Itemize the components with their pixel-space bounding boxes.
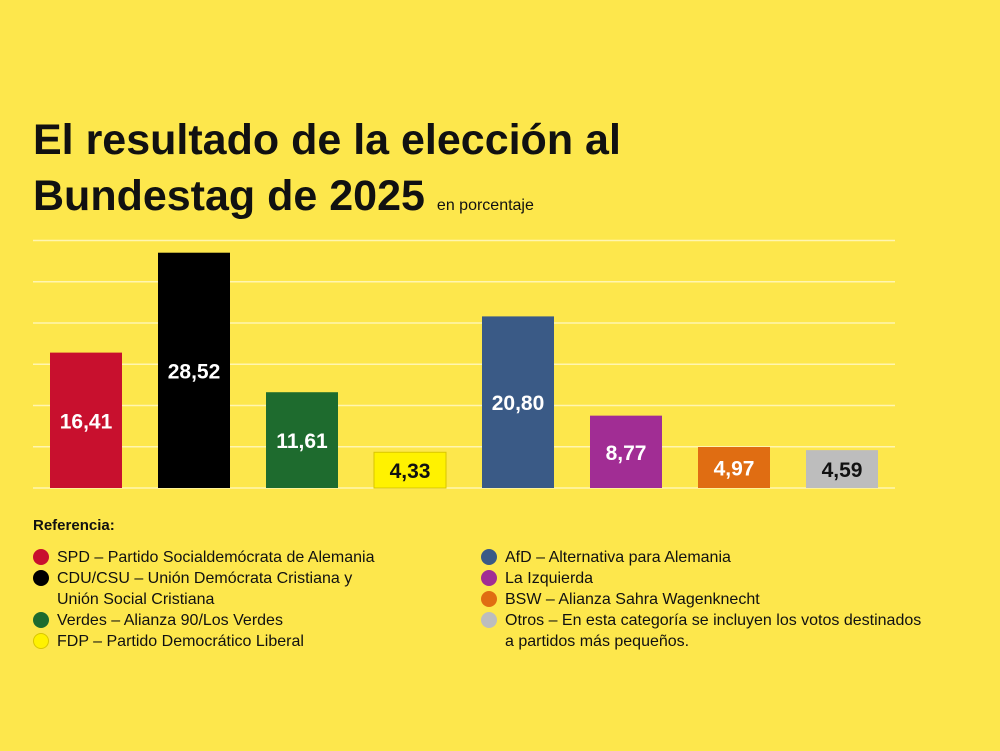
bar-value-label: 28,52 [168, 360, 221, 383]
chart-subtitle: en porcentaje [436, 197, 534, 214]
legend-swatch-icon [33, 633, 49, 649]
bar-value-label: 20,80 [492, 392, 545, 415]
bar-value-label: 4,97 [714, 457, 755, 480]
legend-item: Verdes – Alianza 90/Los Verdes [33, 610, 453, 631]
bar-cdu-csu [158, 252, 230, 488]
legend-column-left: SPD – Partido Socialdemócrata de Alemani… [33, 547, 453, 652]
bar-bsw [698, 446, 770, 488]
legend-item: La Izquierda [481, 568, 1000, 589]
bar-value-label: 11,61 [276, 430, 328, 453]
bar-la-izquierda [590, 415, 662, 488]
bar-value-label: 16,41 [60, 410, 113, 433]
bar-verdes [266, 392, 338, 488]
chart-title-line1: El resultado de la elección al [33, 116, 621, 164]
bar-spd [50, 352, 122, 488]
bar-otros [806, 450, 878, 488]
legend-label: FDP – Partido Democrático Liberal [57, 633, 304, 650]
legend-item: Otros – En esta categoría se incluyen lo… [481, 610, 1000, 652]
legend-swatch-icon [481, 570, 497, 586]
legend-swatch-icon [481, 549, 497, 565]
legend-label: Verdes – Alianza 90/Los Verdes [57, 612, 283, 629]
legend-swatch-icon [33, 549, 49, 565]
legend-swatch-icon [481, 591, 497, 607]
legend-column-right: AfD – Alternativa para Alemania La Izquie… [481, 547, 1000, 652]
bar-afd [482, 316, 554, 488]
legend-title: Referencia: [33, 517, 115, 534]
bar-value-label: 4,33 [390, 460, 431, 483]
legend-swatch-icon [33, 612, 49, 628]
legend-item: CDU/CSU – Unión Demócrata Cristiana y Un… [33, 568, 453, 610]
legend-item: AfD – Alternativa para Alemania [481, 547, 1000, 568]
legend: Referencia: SPD – Partido Socialdemócrat… [33, 517, 993, 650]
legend-label: BSW – Alianza Sahra Wagenknecht [505, 591, 760, 608]
legend-item: SPD – Partido Socialdemócrata de Alemani… [33, 547, 453, 568]
legend-swatch-icon [33, 570, 49, 586]
bar-value-label: 8,77 [606, 442, 647, 465]
bar-chart: 16,41 28,52 11,61 4,33 20,80 8,77 4,97 4,59 [33, 239, 895, 489]
legend-swatch-icon [481, 612, 497, 628]
bar-value-label: 4,59 [822, 459, 863, 482]
bar-fdp [373, 451, 447, 489]
legend-label: CDU/CSU – Unión Demócrata Cristiana y Un… [57, 570, 353, 608]
chart-title: El resultado de la elección al Bundestag… [33, 112, 621, 234]
legend-label: La Izquierda [505, 570, 594, 587]
legend-label: SPD – Partido Socialdemócrata de Alemani… [57, 549, 375, 566]
legend-item: FDP – Partido Democrático Liberal [33, 631, 453, 652]
chart-title-line2: Bundestag de 2025 en porcentaje [33, 168, 621, 234]
legend-item: BSW – Alianza Sahra Wagenknecht [481, 589, 1000, 610]
chart-title-line2-text: Bundestag de 2025 [33, 172, 425, 220]
legend-label: Otros – En esta categoría se incluyen lo… [505, 612, 922, 650]
legend-label: AfD – Alternativa para Alemania [505, 549, 731, 566]
